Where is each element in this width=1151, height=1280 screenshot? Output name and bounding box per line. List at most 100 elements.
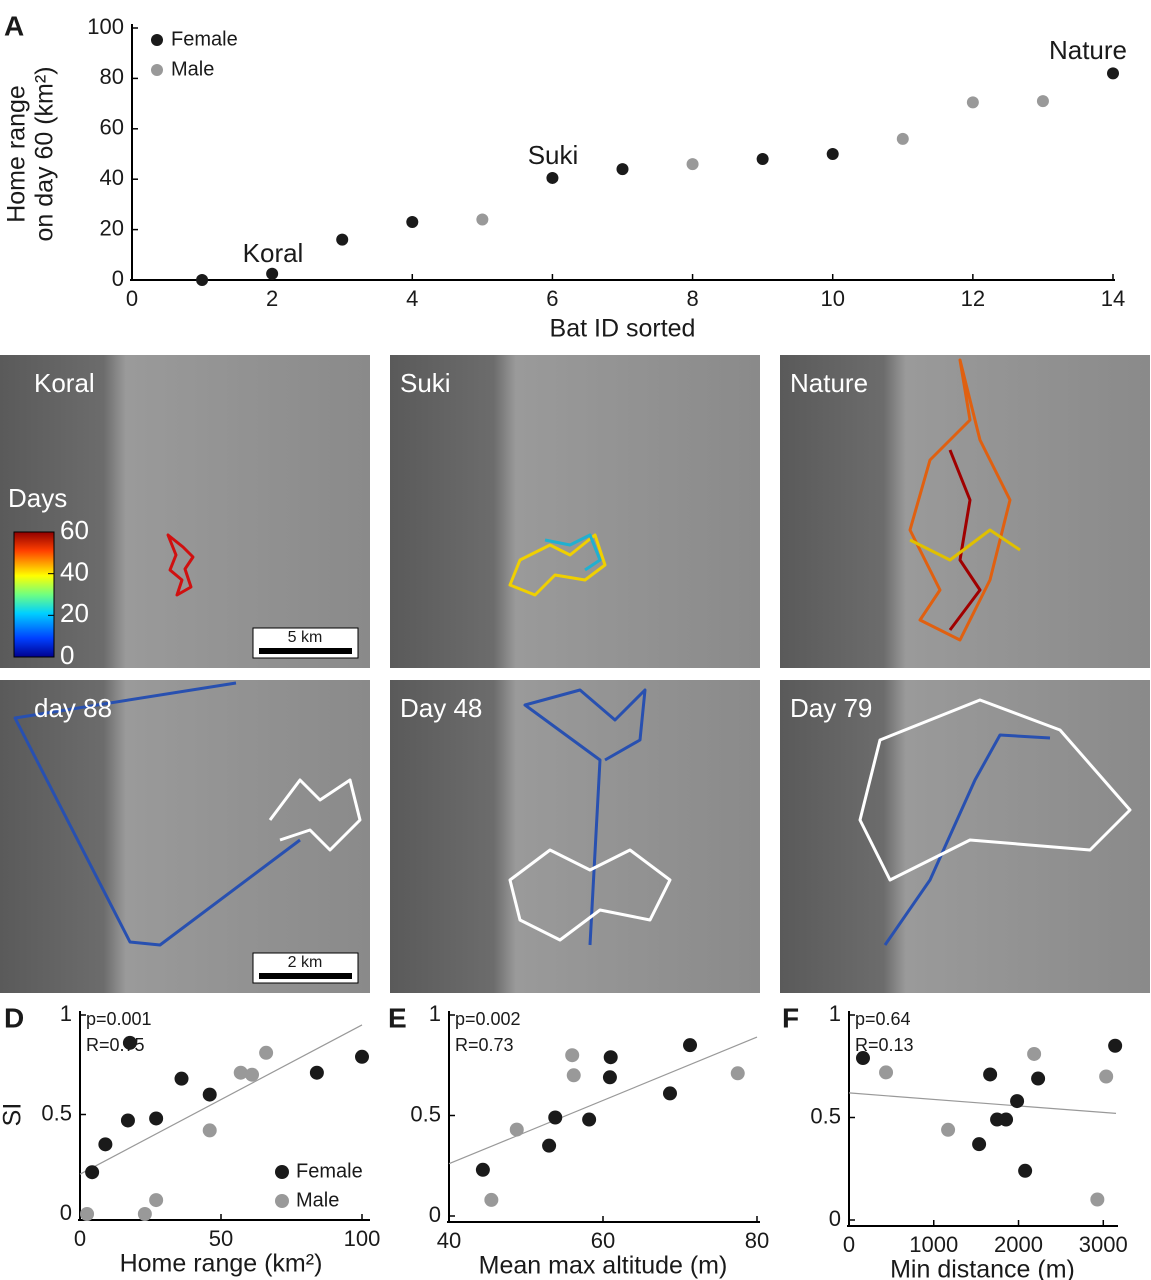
legend-label: Male	[296, 1189, 339, 1211]
y-tick-label: 60	[100, 115, 124, 140]
map-image	[780, 680, 1150, 993]
map-image	[0, 680, 370, 993]
annotation: Koral	[243, 238, 304, 268]
data-point	[475, 1162, 490, 1177]
data-point	[245, 1067, 260, 1082]
panel-label: D	[4, 1002, 24, 1033]
y-tick-label: 100	[87, 14, 124, 39]
data-point	[233, 1065, 248, 1080]
y-tick-label: 20	[100, 215, 124, 240]
data-point	[309, 1065, 324, 1080]
colorbar-title: Days	[8, 483, 67, 513]
data-point	[972, 1137, 987, 1152]
x-axis-label: Min distance (m)	[890, 1256, 1075, 1280]
map-label: Nature	[790, 368, 868, 398]
data-point	[1036, 95, 1049, 108]
data-point	[355, 1049, 369, 1064]
data-point	[120, 1113, 135, 1128]
data-point	[565, 1048, 580, 1063]
data-point	[983, 1067, 998, 1082]
data-point	[98, 1137, 113, 1152]
legend-label: Female	[171, 28, 238, 50]
data-point	[855, 1051, 870, 1066]
y-tick-label: 1	[60, 1001, 72, 1026]
x-tick-label: 80	[745, 1228, 769, 1253]
data-point	[149, 1193, 164, 1208]
data-point	[730, 1066, 745, 1081]
x-axis-label: Mean max altitude (m)	[479, 1252, 728, 1280]
data-point	[542, 1138, 557, 1153]
stat-label: R=0.13	[855, 1035, 914, 1055]
data-point	[174, 1071, 189, 1086]
fit-line	[79, 1024, 363, 1175]
scale-bar	[259, 973, 352, 979]
data-point	[406, 216, 419, 229]
map-image	[390, 355, 760, 668]
annotation: Nature	[1049, 35, 1127, 65]
annotation: Suki	[528, 140, 579, 170]
track	[858, 698, 1132, 882]
data-point	[941, 1122, 956, 1137]
data-point	[137, 1207, 152, 1221]
stat-label: p=0.002	[455, 1009, 521, 1029]
x-tick-label: 0	[843, 1232, 855, 1257]
legend-marker	[275, 1165, 289, 1179]
colorbar	[13, 531, 55, 658]
x-tick-label: 14	[1101, 286, 1125, 311]
x-tick-label: 10	[820, 286, 844, 311]
data-point	[202, 1123, 217, 1138]
x-axis-label: Bat ID sorted	[550, 315, 696, 343]
data-point	[484, 1192, 499, 1207]
data-point	[509, 1122, 524, 1137]
data-point	[1099, 1069, 1114, 1084]
y-axis-label: on day 60 (km²)	[31, 66, 59, 241]
track	[523, 688, 647, 946]
panel-label: F	[782, 1002, 799, 1033]
colorbar-tick-label: 40	[60, 557, 89, 587]
data-point	[336, 233, 349, 246]
x-tick-label: 100	[344, 1226, 381, 1251]
data-point	[259, 1045, 274, 1060]
x-tick-label: 12	[961, 286, 985, 311]
data-point	[122, 1035, 137, 1050]
x-tick-label: 2	[266, 286, 278, 311]
data-point	[602, 1070, 617, 1085]
y-tick-label: 1	[429, 1001, 441, 1026]
panel-label: A	[4, 10, 24, 41]
data-point	[85, 1165, 100, 1180]
y-tick-label: 0.5	[41, 1100, 72, 1125]
y-tick-label: 0.5	[410, 1101, 441, 1126]
y-tick-label: 80	[100, 64, 124, 89]
y-tick-label: 40	[100, 165, 124, 190]
map-label: Day 48	[400, 693, 482, 723]
stat-label: p=0.001	[86, 1009, 152, 1029]
data-point	[202, 1087, 217, 1102]
colorbar-tick-label: 0	[60, 640, 74, 670]
data-point	[546, 171, 559, 184]
y-axis-label: SI	[0, 1103, 27, 1127]
map-label: Koral	[34, 368, 95, 398]
scale-label: 2 km	[288, 954, 323, 971]
data-point	[566, 1068, 581, 1083]
y-tick-label: 0.5	[810, 1103, 841, 1128]
x-tick-label: 50	[209, 1226, 233, 1251]
data-point	[966, 96, 979, 109]
data-point	[683, 1038, 698, 1053]
x-tick-label: 0	[74, 1226, 86, 1251]
data-point	[616, 163, 629, 176]
legend-marker	[151, 34, 163, 46]
data-point	[603, 1050, 618, 1065]
data-point	[149, 1111, 164, 1126]
track	[948, 449, 982, 631]
data-point	[1031, 1071, 1046, 1086]
track	[268, 778, 362, 852]
legend-marker	[275, 1194, 289, 1208]
x-tick-label: 60	[591, 1228, 615, 1253]
data-point	[266, 267, 279, 280]
x-tick-label: 1000	[909, 1232, 958, 1257]
track	[883, 733, 1051, 946]
y-tick-label: 0	[112, 266, 124, 291]
data-point	[582, 1112, 597, 1127]
x-axis-label: Home range (km²)	[120, 1250, 323, 1278]
